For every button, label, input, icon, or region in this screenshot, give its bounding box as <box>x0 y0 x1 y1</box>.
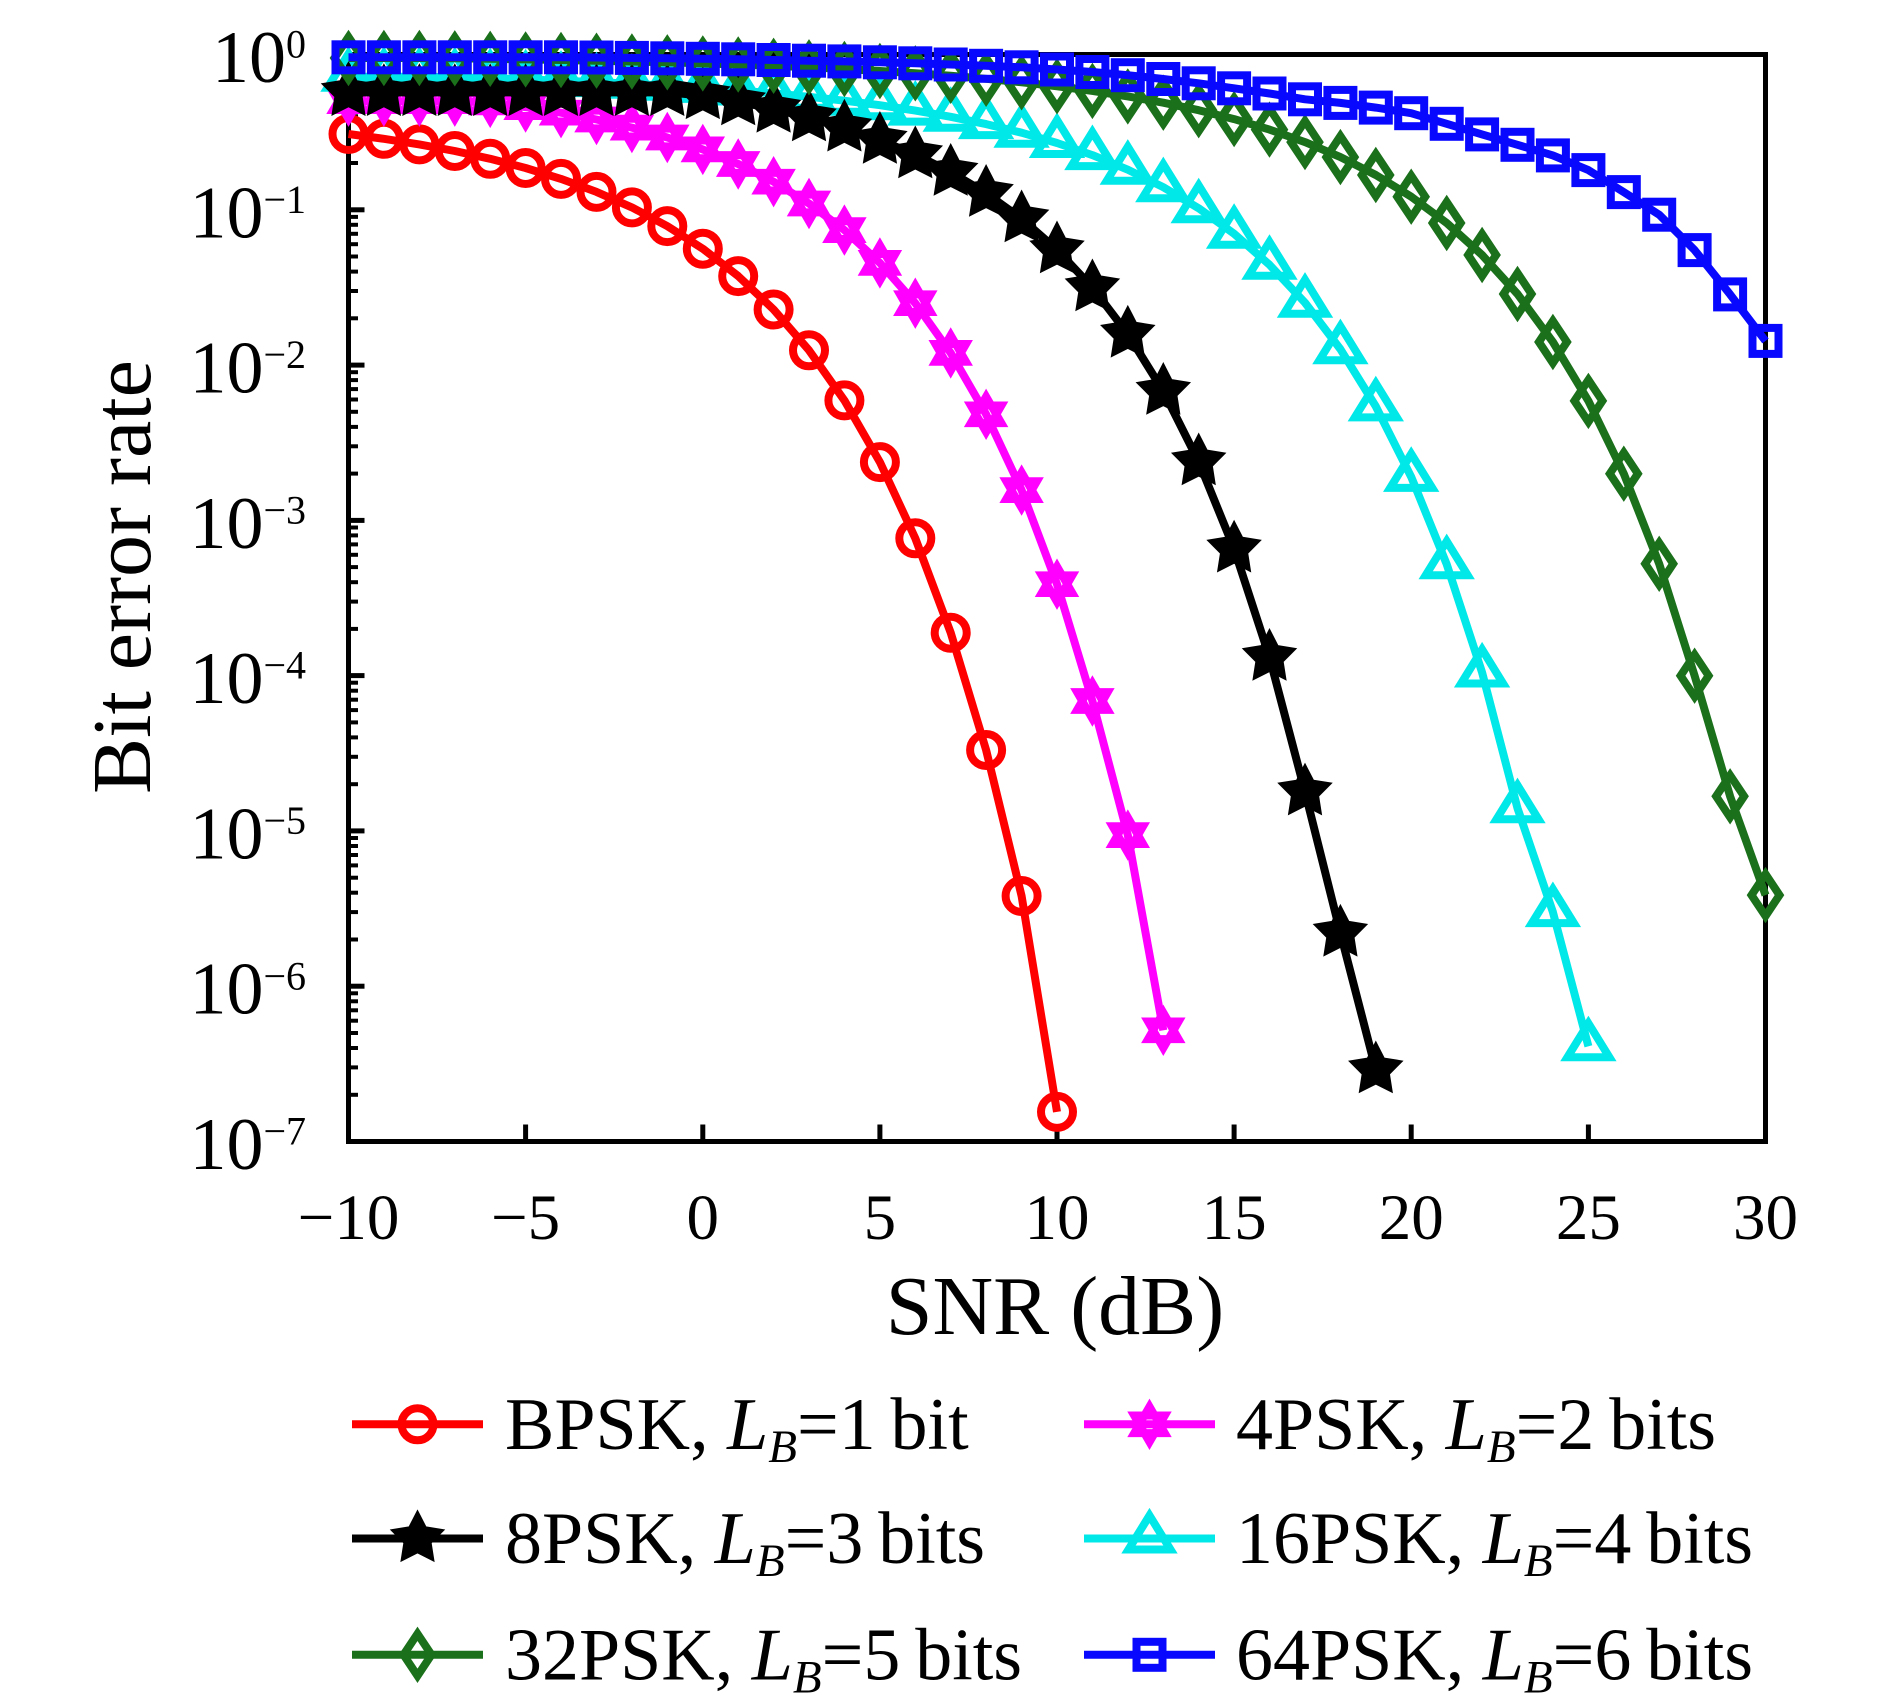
svg-text:−5: −5 <box>491 1182 560 1254</box>
svg-text:15: 15 <box>1202 1182 1267 1254</box>
svg-text:64PSK, LB=6 bits: 64PSK, LB=6 bits <box>1236 1614 1753 1703</box>
svg-text:25: 25 <box>1556 1182 1621 1254</box>
svg-text:30: 30 <box>1733 1182 1798 1254</box>
svg-text:Bit error rate: Bit error rate <box>76 360 169 794</box>
svg-text:5: 5 <box>864 1182 897 1254</box>
svg-text:BPSK, LB=1 bit: BPSK, LB=1 bit <box>505 1384 969 1473</box>
svg-text:−10: −10 <box>298 1182 400 1254</box>
svg-text:0: 0 <box>687 1182 720 1254</box>
svg-text:10−7: 10−7 <box>189 1104 306 1186</box>
svg-text:8PSK, LB=3 bits: 8PSK, LB=3 bits <box>505 1498 985 1587</box>
svg-text:SNR (dB): SNR (dB) <box>886 1260 1224 1353</box>
svg-text:16PSK, LB=4 bits: 16PSK, LB=4 bits <box>1236 1498 1753 1587</box>
svg-text:10: 10 <box>1025 1182 1090 1254</box>
svg-text:32PSK, LB=5 bits: 32PSK, LB=5 bits <box>505 1614 1022 1703</box>
svg-text:4PSK, LB=2 bits: 4PSK, LB=2 bits <box>1236 1384 1716 1473</box>
svg-text:20: 20 <box>1379 1182 1444 1254</box>
